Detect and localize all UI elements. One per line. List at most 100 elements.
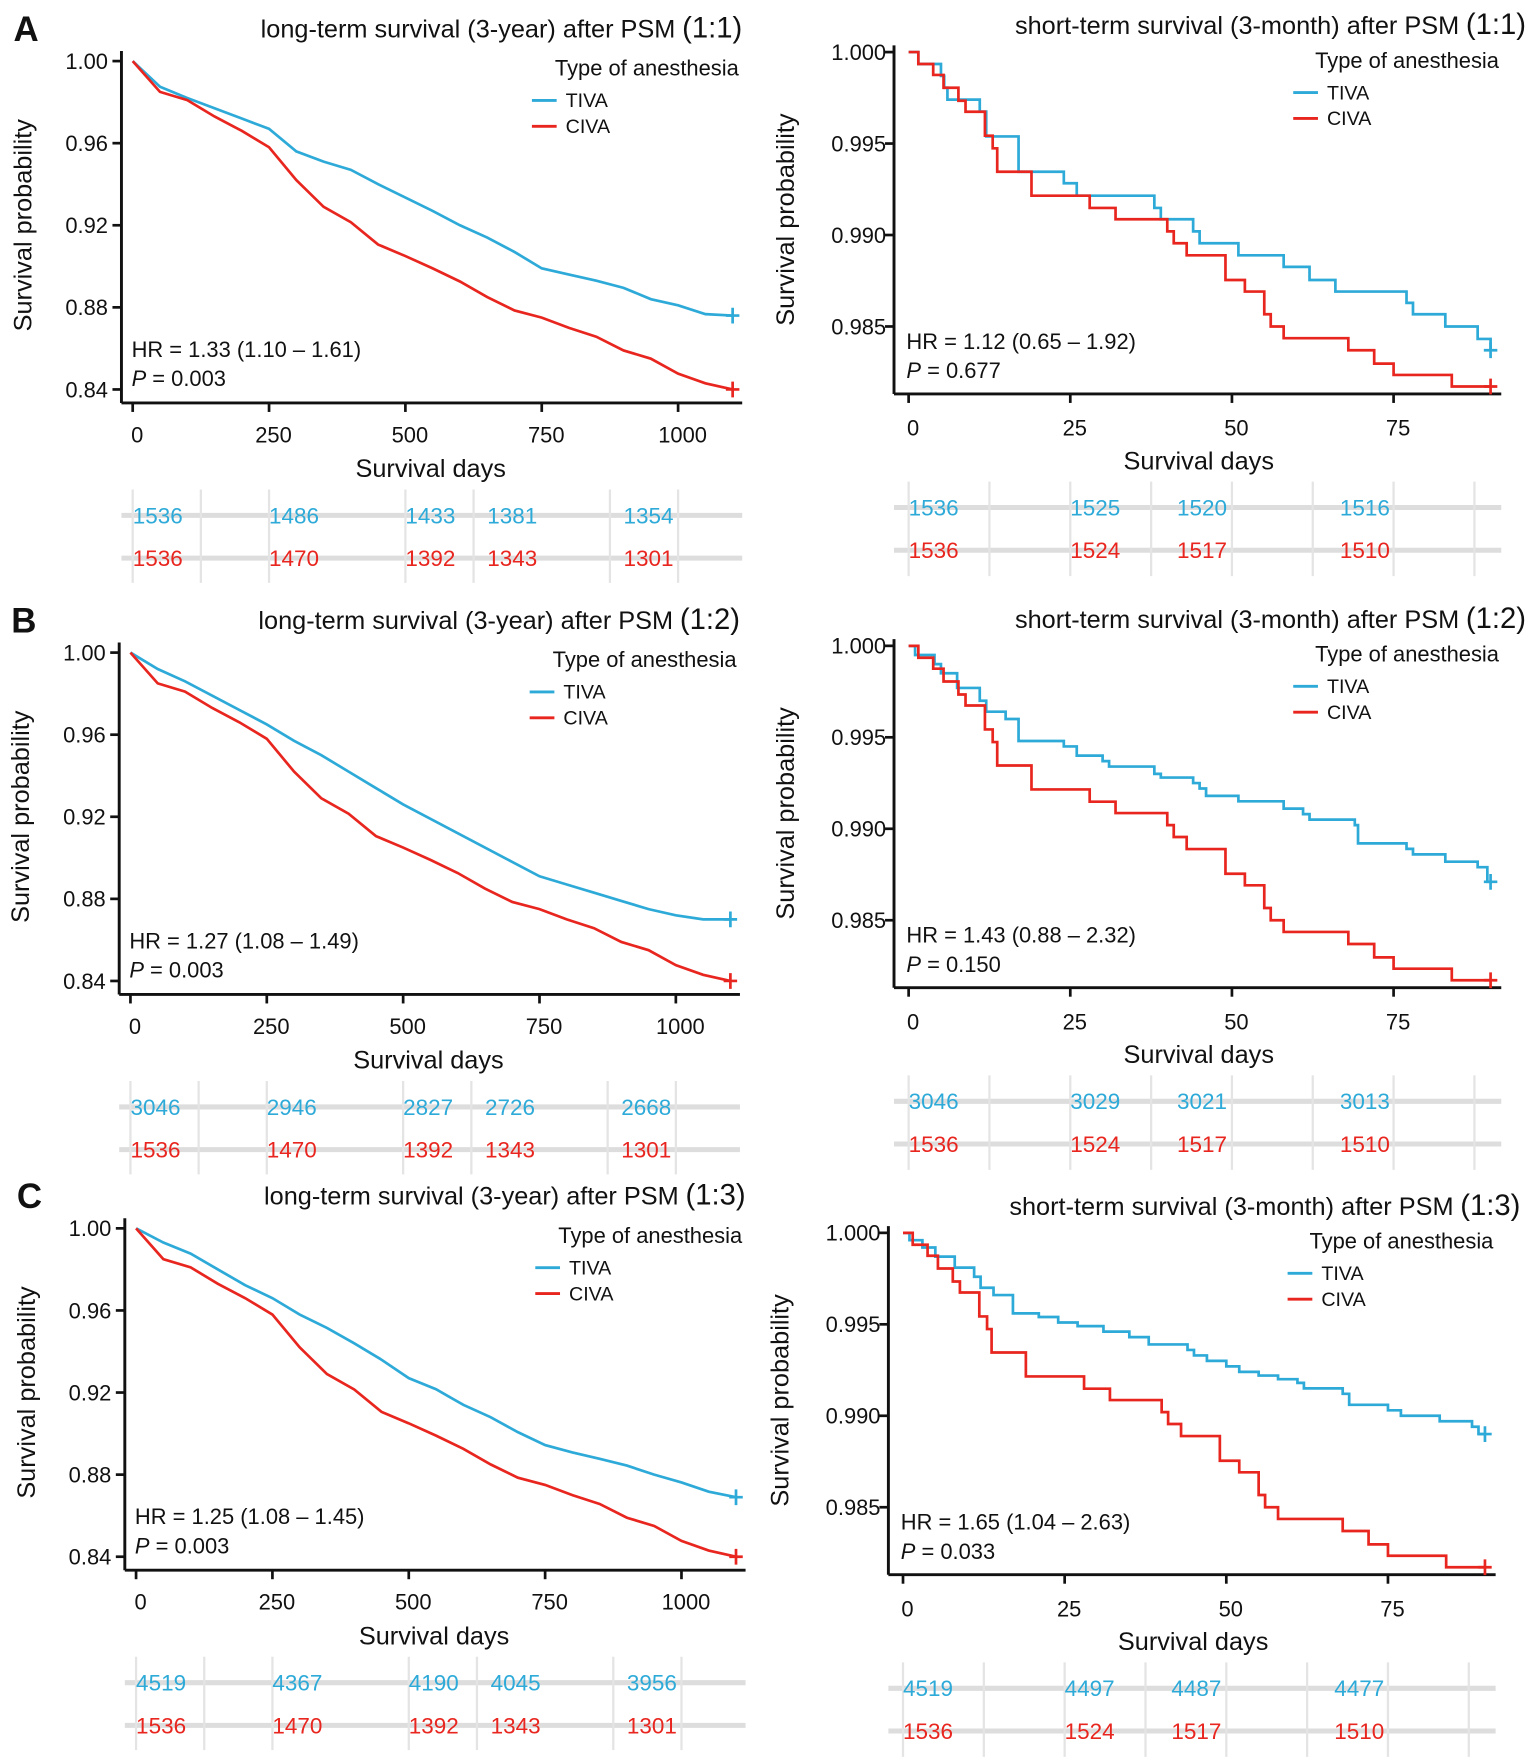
chart-title: long-term survival (3-year) after PSM (1:…	[264, 1180, 746, 1212]
risk-count-civa: 1536	[903, 1719, 953, 1744]
survival-curve-civa	[903, 1231, 1485, 1569]
legend-label-civa: CIVA	[569, 1283, 614, 1305]
chart-title-ratio: (1:1)	[682, 12, 742, 44]
hazard-ratio-text: HR = 1.27 (1.08 – 1.49)	[129, 928, 359, 953]
risk-count-civa: 1536	[130, 1138, 180, 1163]
y-axis-title: Survival probability	[9, 119, 37, 332]
censor-mark-civa	[729, 1548, 743, 1565]
legend-title: Type of anesthesia	[555, 56, 740, 81]
y-axis-title: Survival probability	[7, 710, 35, 923]
legend-label-tiva: TIVA	[569, 1257, 612, 1279]
x-tick-label: 25	[1063, 1009, 1087, 1034]
p-value-text: P = 0.003	[135, 1533, 229, 1558]
x-tick-label: 0	[131, 422, 143, 447]
risk-count-civa: 1470	[267, 1138, 317, 1163]
y-tick-label: 0.995	[831, 131, 886, 156]
y-tick-label: 0.995	[831, 725, 886, 750]
risk-count-tiva: 1536	[909, 495, 959, 520]
risk-count-civa: 1536	[133, 546, 183, 571]
y-tick-label: 0.88	[63, 887, 106, 912]
risk-count-tiva: 2726	[485, 1095, 535, 1120]
legend-title: Type of anesthesia	[1315, 642, 1500, 667]
censor-mark-tiva	[729, 1489, 743, 1506]
panel-label: A	[13, 10, 38, 49]
risk-count-tiva: 3046	[909, 1089, 959, 1114]
hazard-ratio-text: HR = 1.25 (1.08 – 1.45)	[135, 1504, 365, 1529]
risk-count-tiva: 3956	[627, 1671, 677, 1696]
p-value: = 0.003	[144, 958, 224, 983]
risk-count-civa: 1470	[269, 546, 319, 571]
risk-count-tiva: 1486	[269, 503, 319, 528]
p-symbol: P	[132, 366, 147, 391]
p-symbol: P	[135, 1533, 150, 1558]
hazard-ratio-text: HR = 1.33 (1.10 – 1.61)	[132, 337, 362, 362]
survival-curve-tiva	[908, 644, 1491, 884]
x-tick-label: 1000	[662, 1590, 711, 1615]
survival-curve-tiva	[131, 60, 733, 317]
y-tick-label: 0.985	[826, 1495, 881, 1520]
hazard-ratio-text: HR = 1.12 (0.65 – 1.92)	[906, 329, 1136, 354]
risk-count-tiva: 4497	[1065, 1676, 1115, 1701]
km-panel-6: short-term survival (3-month) after PSM(…	[766, 1190, 1520, 1757]
y-tick-label: 0.84	[69, 1545, 112, 1570]
panel-label: B	[11, 601, 36, 640]
risk-count-civa: 1301	[621, 1138, 671, 1163]
y-axis-title: Survival probability	[13, 1286, 41, 1499]
chart-title-text: long-term survival (3-year) after PSM	[261, 15, 676, 43]
chart-title-text: long-term survival (3-year) after PSM	[258, 607, 673, 635]
risk-count-tiva: 1536	[133, 503, 183, 528]
x-tick-label: 250	[255, 422, 292, 447]
chart-title: short-term survival (3-month) after PSM(…	[1009, 1190, 1520, 1222]
y-tick-label: 1.000	[826, 1221, 881, 1246]
survival-curve-tiva	[135, 1227, 737, 1499]
legend-title: Type of anesthesia	[1309, 1229, 1494, 1254]
km-panel-2: short-term survival (3-month) after PSM(…	[772, 9, 1526, 577]
y-tick-label: 1.000	[831, 634, 886, 659]
x-tick-label: 0	[901, 1596, 913, 1621]
risk-count-civa: 1536	[909, 1132, 959, 1157]
legend-label-civa: CIVA	[1327, 108, 1372, 130]
risk-count-tiva: 2946	[267, 1095, 317, 1120]
censor-mark-civa	[723, 973, 738, 989]
y-tick-label: 1.00	[65, 49, 108, 74]
survival-curve-tiva	[908, 50, 1492, 351]
legend-label-civa: CIVA	[1321, 1289, 1366, 1311]
x-axis-title: Survival days	[1124, 447, 1274, 475]
chart-title: short-term survival (3-month) after PSM(…	[1015, 603, 1526, 635]
risk-count-tiva: 1516	[1340, 495, 1390, 520]
p-symbol: P	[129, 958, 144, 983]
risk-count-civa: 1392	[409, 1713, 459, 1738]
risk-count-civa: 1510	[1340, 538, 1390, 563]
censor-mark-civa	[1483, 972, 1498, 989]
hazard-ratio-text: HR = 1.43 (0.88 – 2.32)	[906, 923, 1136, 948]
y-axis-title: Survival probability	[772, 707, 800, 920]
censor-mark-civa	[1478, 1559, 1492, 1576]
risk-count-tiva: 3046	[130, 1095, 180, 1120]
legend-label-civa: CIVA	[1327, 702, 1372, 724]
x-tick-label: 25	[1057, 1596, 1081, 1621]
legend-label-civa: CIVA	[566, 116, 611, 138]
p-symbol: P	[906, 952, 921, 977]
x-tick-label: 1000	[658, 422, 707, 447]
chart-title-ratio: (1:3)	[1460, 1190, 1520, 1222]
risk-count-civa: 1510	[1334, 1719, 1384, 1744]
censor-mark-civa	[725, 381, 740, 398]
risk-count-civa: 1536	[136, 1713, 186, 1738]
chart-title-ratio: (1:2)	[680, 604, 740, 636]
censor-mark-tiva	[723, 911, 738, 928]
x-axis-title: Survival days	[355, 455, 505, 483]
y-tick-label: 0.985	[831, 314, 886, 339]
risk-count-civa: 1343	[485, 1138, 535, 1163]
survival-curve-tiva	[129, 651, 731, 921]
y-tick-label: 0.985	[831, 908, 886, 933]
y-tick-label: 0.88	[69, 1463, 112, 1488]
p-value-text: P = 0.033	[901, 1539, 995, 1564]
risk-count-tiva: 4367	[272, 1671, 322, 1696]
p-value-text: P = 0.150	[906, 952, 1000, 977]
x-tick-label: 50	[1219, 1596, 1243, 1621]
km-panel-4: short-term survival (3-month) after PSM(…	[772, 603, 1526, 1170]
p-value: = 0.677	[921, 358, 1001, 383]
chart-title-text: short-term survival (3-month) after PSM	[1015, 606, 1459, 634]
risk-table: 1536 1525 1520 1516 1536 1524 1517 1510	[894, 481, 1502, 577]
